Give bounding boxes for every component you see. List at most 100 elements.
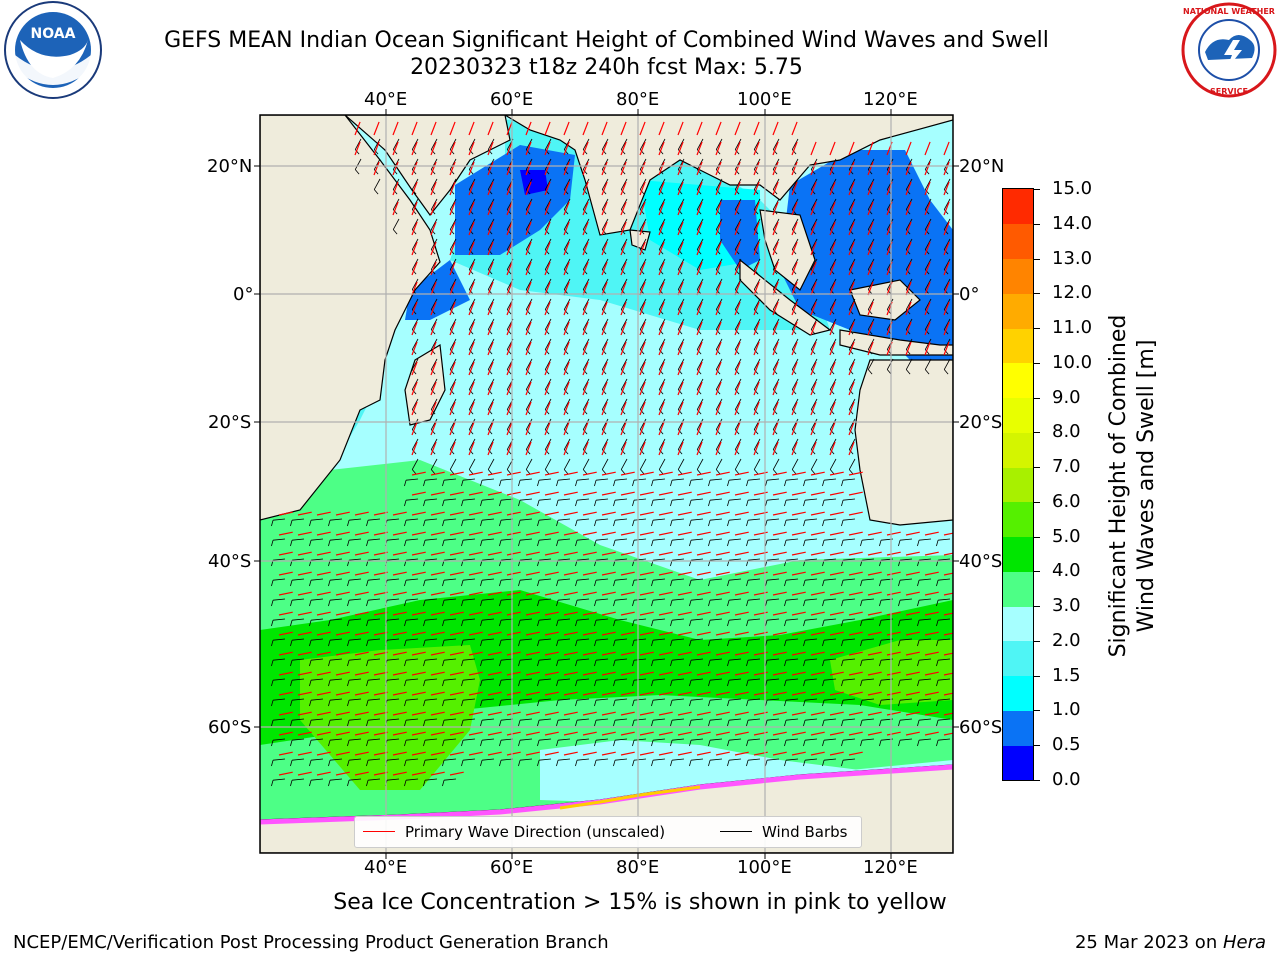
wave-direction-arrow (829, 421, 836, 436)
wind-barb (672, 498, 685, 501)
wave-direction-arrow (924, 301, 931, 316)
wind-barb-flag (430, 209, 436, 215)
wave-direction-arrow (601, 281, 608, 296)
wave-direction-arrow (677, 611, 692, 616)
wind-barb (615, 538, 628, 541)
wind-barb-flag (480, 480, 483, 487)
wave-direction-arrow (487, 321, 494, 336)
wave-direction-arrow (411, 631, 426, 636)
wind-barb (501, 738, 514, 741)
wind-barb (677, 178, 685, 190)
wind-barb (786, 598, 799, 601)
wind-barb (653, 498, 666, 501)
wind-barb (696, 318, 704, 330)
wind-barb (810, 438, 818, 450)
wind-barb-flag (791, 369, 797, 375)
wind-barb (273, 578, 286, 581)
wind-barb-flag (461, 700, 464, 707)
wind-barb (900, 718, 913, 721)
wind-barb-flag (411, 349, 417, 355)
wind-barb (392, 138, 400, 150)
wave-direction-arrow (316, 711, 331, 716)
wave-direction-arrow (525, 651, 540, 656)
colorbar-tick-mark (1033, 640, 1040, 642)
wind-barb (691, 578, 704, 581)
wind-barb-flag (404, 600, 407, 607)
wind-barb-flag (803, 520, 806, 527)
wind-barb-flag (411, 309, 417, 315)
wind-barb (501, 618, 514, 621)
wave-direction-arrow (943, 141, 950, 156)
wind-barb-flag (468, 349, 474, 355)
wind-barb-flag (423, 500, 426, 507)
wave-direction-arrow (468, 751, 483, 756)
wind-barb (406, 738, 419, 741)
wind-barb-flag (708, 480, 711, 487)
wind-barb (786, 478, 799, 481)
wind-barb-flag (822, 660, 825, 667)
wind-barb-flag (480, 540, 483, 547)
wind-barb (639, 178, 647, 190)
wind-barb (810, 338, 818, 350)
wave-direction-arrow (620, 511, 635, 516)
colorbar-segment (1003, 745, 1033, 781)
wind-barb-flag (442, 660, 445, 667)
wind-barb (767, 478, 780, 481)
wave-direction-arrow (791, 691, 806, 696)
wind-barb-flag (575, 520, 578, 527)
wind-barb-flag (461, 740, 464, 747)
colorbar-tick-mark (1033, 258, 1040, 260)
wind-barb-flag (328, 680, 331, 687)
wind-barb (501, 498, 514, 501)
wind-barb (943, 238, 951, 250)
wind-barb-flag (734, 349, 740, 355)
wave-direction-arrow (487, 531, 502, 536)
wind-barb (634, 578, 647, 581)
wave-direction-arrow (278, 691, 293, 696)
wind-barb-flag (430, 329, 436, 335)
wind-barb-flag (442, 780, 445, 787)
wave-direction-arrow (468, 241, 475, 256)
wind-barb-flag (328, 520, 331, 527)
wind-barb-flag (582, 389, 588, 395)
wave-direction-arrow (658, 121, 665, 136)
wind-barb-flag (544, 349, 550, 355)
wind-barb-flag (822, 600, 825, 607)
wind-barb-flag (404, 520, 407, 527)
wind-barb (577, 538, 590, 541)
wind-barb (791, 258, 799, 270)
wind-barb (753, 378, 761, 390)
wind-barb-flag (651, 720, 654, 727)
wind-barb-flag (803, 620, 806, 627)
wind-barb-flag (506, 309, 512, 315)
wave-direction-arrow (601, 161, 608, 176)
wave-direction-arrow (544, 321, 551, 336)
wind-barb (368, 758, 381, 761)
wind-barb (425, 538, 438, 541)
wind-barb-flag (366, 540, 369, 547)
wind-barb (596, 758, 609, 761)
wind-barb (273, 558, 286, 561)
colorbar-tick-mark (1033, 189, 1040, 190)
wind-barb (919, 578, 932, 581)
wind-barb (482, 558, 495, 561)
wave-direction-arrow (430, 591, 445, 596)
wave-direction-arrow (411, 671, 426, 676)
wind-barb (824, 658, 837, 661)
wave-direction-arrow (829, 341, 836, 356)
wave-direction-arrow (487, 571, 502, 576)
wave-direction-arrow (696, 691, 711, 696)
wind-barb (672, 758, 685, 761)
wind-barb (520, 758, 533, 761)
wind-barb-flag (575, 480, 578, 487)
wind-barb (330, 598, 343, 601)
wind-barb (653, 478, 666, 481)
wind-barb (468, 238, 476, 250)
wave-direction-arrow (430, 571, 445, 576)
wind-barb-flag (411, 229, 417, 235)
wind-barb (425, 578, 438, 581)
wind-barb-flag (563, 169, 569, 175)
wind-barb (406, 498, 419, 501)
wind-barb (463, 618, 476, 621)
wind-barb-flag (442, 640, 445, 647)
